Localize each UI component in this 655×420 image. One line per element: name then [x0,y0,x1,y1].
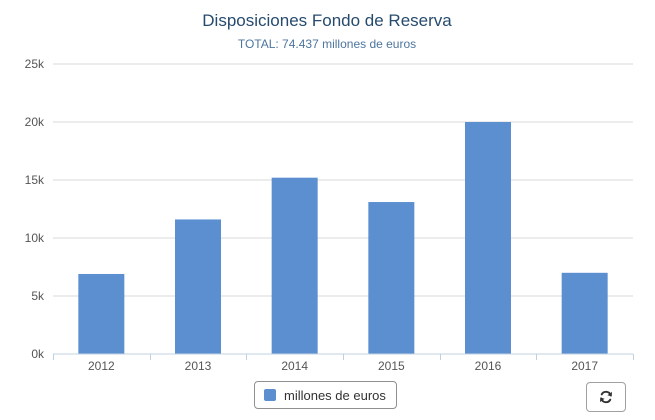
legend-item[interactable]: millones de euros [254,381,397,409]
bar-series [78,122,608,354]
x-tick-label: 2012 [88,359,115,373]
y-tick-label: 15k [25,173,45,187]
x-axis [53,353,634,360]
x-tick-label: 2013 [185,359,212,373]
chart-title: Disposiciones Fondo de Reserva [202,11,452,30]
refresh-button[interactable] [586,382,626,412]
bar-2017[interactable] [561,272,608,354]
bar-2015[interactable] [368,202,415,354]
x-tick-label: 2017 [571,359,598,373]
y-tick-label: 0k [31,347,45,361]
legend-label: millones de euros [284,387,386,403]
y-tick-label: 25k [25,57,45,71]
y-tick-label: 5k [31,289,45,303]
bar-2016[interactable] [465,122,511,354]
refresh-icon [600,390,612,404]
x-tick-label: 2016 [475,359,502,373]
legend-swatch-icon [264,389,276,401]
y-tick-label: 20k [25,115,45,129]
x-tick-label: 2015 [378,359,405,373]
bar-2013[interactable] [175,219,221,354]
chart-subtitle: TOTAL: 74.437 millones de euros [238,37,416,51]
grid-lines [53,63,633,297]
x-axis-ticks: 2012 2013 2014 2015 2016 2017 [88,359,598,373]
y-axis-ticks: 0k 5k 10k 15k 20k 25k [25,57,45,361]
y-tick-label: 10k [25,231,45,245]
x-tick-label: 2014 [281,359,308,373]
bar-2012[interactable] [78,273,125,354]
bar-2014[interactable] [271,177,318,354]
